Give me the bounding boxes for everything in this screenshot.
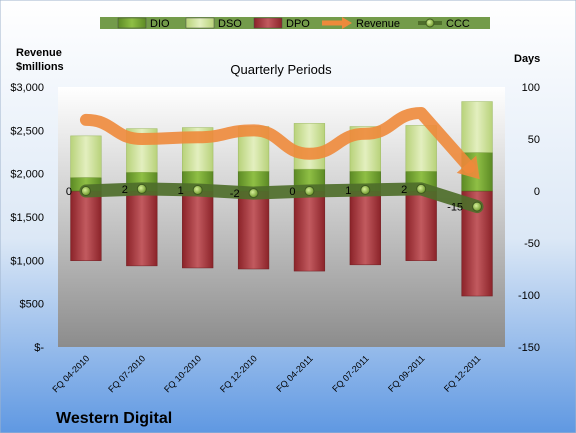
y-left-title-line2: $millions — [16, 61, 64, 73]
legend-swatch-dio — [117, 17, 147, 29]
ccc-data-label: 0 — [66, 186, 72, 198]
bar-dso — [461, 101, 493, 153]
right-tick-label: 0 — [534, 186, 540, 198]
ccc-point — [416, 183, 427, 194]
ccc-point — [192, 184, 203, 195]
ccc-data-label: 2 — [401, 184, 407, 196]
ccc-point — [248, 188, 259, 199]
ccc-line — [79, 182, 484, 214]
right-axis-ticks: -150 -100 -50 0 50 100 — [518, 82, 540, 354]
ccc-data-label: 1 — [345, 185, 351, 197]
right-tick-label: -50 — [524, 238, 540, 250]
legend-swatch-dso — [185, 17, 215, 29]
ccc-data-label: 2 — [122, 184, 128, 196]
bar-dpo — [126, 190, 158, 267]
ccc-point — [360, 184, 371, 195]
bar-dpo — [70, 190, 102, 261]
left-tick-label: $1,500 — [10, 212, 44, 224]
legend-label-ccc: CCC — [446, 18, 470, 30]
ccc-point — [136, 183, 147, 194]
ccc-point — [304, 186, 315, 196]
left-axis-ticks: $- $500 $1,000 $1,500 $2,000 $2,500 $3,000 — [10, 82, 44, 354]
legend: DIO DSO DPO Revenue CCC — [100, 17, 490, 30]
bar-dso — [70, 135, 102, 178]
right-tick-label: 100 — [522, 82, 540, 94]
bar-dpo — [237, 190, 270, 270]
right-tick-label: -150 — [518, 342, 540, 354]
left-tick-label: $1,000 — [10, 255, 44, 267]
left-tick-label: $3,000 — [10, 82, 44, 94]
y-left-title-line1: Revenue — [16, 47, 62, 59]
bar-dpo — [405, 190, 437, 261]
ccc-data-label: 1 — [178, 185, 184, 197]
right-tick-label: -100 — [518, 290, 540, 302]
ccc-data-label: -15 — [447, 202, 463, 214]
legend-label-dio: DIO — [150, 18, 170, 30]
revenue-line — [79, 107, 476, 174]
bar-dpo — [182, 190, 214, 269]
left-tick-label: $2,000 — [10, 169, 44, 181]
legend-label-dpo: DPO — [286, 18, 310, 30]
ccc-point — [472, 201, 483, 212]
bar-dpo — [349, 190, 381, 266]
chart-title: Quarterly Periods — [230, 62, 332, 77]
ccc-series: 0 2 1 -2 0 1 2 -15 — [66, 182, 484, 214]
brand-label: Western Digital — [56, 410, 172, 427]
ccc-data-label: 0 — [289, 186, 295, 198]
legend-label-dso: DSO — [218, 18, 242, 30]
y-right-title: Days — [514, 53, 540, 65]
left-tick-label: $2,500 — [10, 125, 44, 137]
ccc-data-label: -2 — [230, 188, 240, 200]
right-tick-label: 50 — [528, 134, 540, 146]
left-tick-label: $- — [34, 342, 44, 354]
revenue-arrowhead — [456, 155, 480, 180]
left-tick-label: $500 — [20, 299, 44, 311]
legend-marker-ccc — [425, 18, 435, 28]
legend-arrowhead-revenue — [342, 17, 352, 29]
legend-label-revenue: Revenue — [356, 18, 400, 30]
revenue-series — [79, 107, 480, 180]
bar-dpo — [293, 190, 326, 272]
legend-swatch-dpo — [253, 17, 283, 29]
ccc-point — [80, 186, 91, 196]
